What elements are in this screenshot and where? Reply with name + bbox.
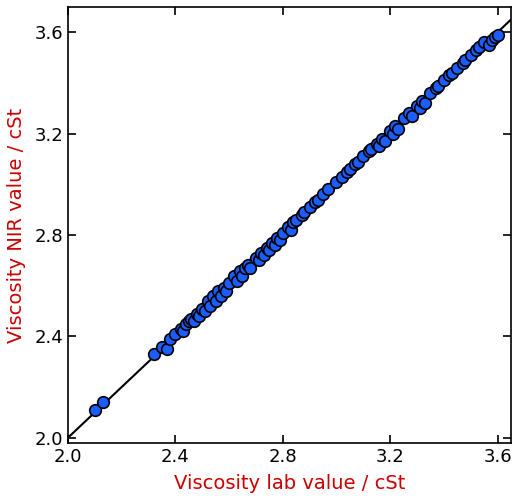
Point — [289, 218, 297, 226]
Point — [279, 228, 287, 236]
Point — [405, 110, 413, 118]
Point — [399, 114, 408, 122]
Point — [150, 350, 158, 358]
Point — [209, 292, 217, 300]
Point — [413, 102, 421, 110]
Point — [324, 186, 332, 194]
Point — [332, 178, 341, 186]
Point — [166, 335, 174, 343]
Point — [287, 226, 295, 234]
Point — [270, 241, 279, 249]
Point — [445, 72, 453, 80]
Point — [408, 112, 416, 120]
Point — [284, 224, 292, 232]
Point — [196, 312, 204, 320]
Point — [372, 140, 381, 148]
Point — [176, 325, 185, 333]
Point — [305, 203, 314, 211]
Point — [485, 41, 493, 49]
Point — [212, 297, 220, 305]
Point — [375, 142, 384, 150]
Point — [246, 264, 255, 272]
Point — [472, 46, 480, 54]
Point — [252, 254, 260, 262]
Point — [311, 198, 319, 206]
Point — [426, 89, 435, 97]
Point — [415, 104, 424, 112]
Point — [263, 244, 271, 252]
Point — [337, 172, 346, 180]
Point — [265, 246, 274, 254]
Point — [233, 276, 241, 284]
Point — [99, 398, 107, 406]
Point — [434, 82, 443, 90]
Point — [254, 256, 263, 264]
Point — [480, 38, 488, 46]
Point — [346, 165, 354, 173]
Point — [461, 56, 470, 64]
Point — [185, 317, 193, 325]
Point — [359, 152, 368, 160]
Y-axis label: Viscosity NIR value / cSt: Viscosity NIR value / cSt — [7, 108, 26, 342]
Point — [214, 287, 223, 295]
Point — [244, 262, 252, 270]
Point — [394, 124, 402, 132]
Point — [179, 328, 188, 336]
Point — [453, 64, 461, 72]
Point — [392, 122, 400, 130]
Point — [297, 211, 306, 219]
Point — [493, 31, 502, 39]
Point — [466, 51, 475, 59]
Point — [257, 249, 265, 257]
Point — [448, 69, 456, 77]
Point — [236, 266, 244, 274]
Point — [432, 84, 440, 92]
Point — [230, 272, 239, 280]
Point — [187, 314, 196, 322]
Point — [198, 304, 206, 312]
Point — [459, 58, 467, 66]
Point — [268, 238, 276, 246]
Point — [238, 272, 246, 280]
Point — [273, 234, 281, 241]
Point — [418, 96, 426, 104]
Point — [171, 330, 179, 338]
Point — [475, 44, 483, 52]
Point — [206, 302, 214, 310]
Point — [440, 76, 448, 84]
Point — [386, 127, 394, 135]
Point — [343, 168, 352, 175]
Point — [90, 406, 99, 414]
Point — [319, 190, 327, 198]
Point — [300, 208, 308, 216]
Point — [421, 100, 429, 108]
Point — [365, 148, 373, 156]
Point — [219, 284, 228, 292]
Point — [201, 307, 209, 315]
Point — [192, 310, 201, 318]
Point — [292, 216, 300, 224]
Point — [217, 292, 225, 300]
Point — [351, 160, 359, 168]
Point — [354, 158, 362, 166]
Point — [163, 345, 172, 353]
Point — [260, 252, 268, 260]
Point — [378, 134, 386, 142]
Point — [367, 145, 375, 153]
Point — [241, 264, 249, 272]
Point — [388, 130, 397, 138]
Point — [225, 279, 233, 287]
Point — [491, 34, 499, 42]
X-axis label: Viscosity lab value / cSt: Viscosity lab value / cSt — [174, 474, 405, 493]
Point — [190, 317, 198, 325]
Point — [314, 196, 322, 203]
Point — [222, 287, 230, 295]
Point — [158, 342, 166, 350]
Point — [488, 36, 496, 44]
Point — [381, 138, 389, 145]
Point — [276, 236, 284, 244]
Point — [182, 320, 190, 328]
Point — [203, 297, 212, 305]
